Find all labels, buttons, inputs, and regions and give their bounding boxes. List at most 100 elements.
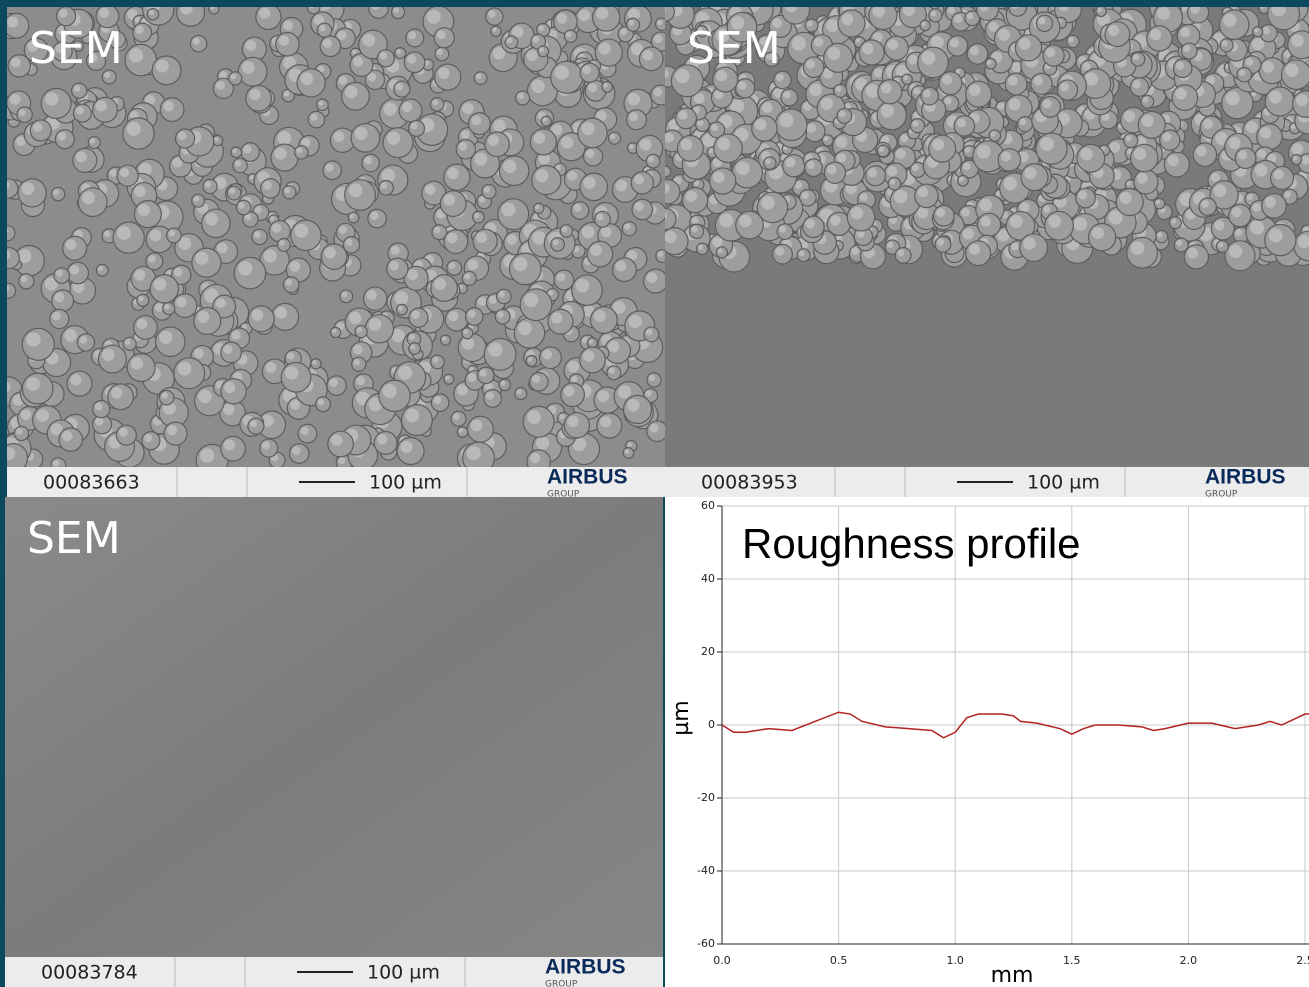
particle-highlight — [761, 196, 775, 210]
particle-highlight — [936, 208, 945, 217]
particle-highlight — [1010, 215, 1023, 228]
particle-highlight — [459, 428, 464, 433]
particle-highlight — [447, 233, 458, 244]
particle-highlight — [1024, 167, 1036, 179]
particle-highlight — [718, 248, 723, 253]
particle-highlight — [476, 232, 487, 243]
particle-highlight — [535, 205, 540, 210]
particle-highlight — [3, 447, 16, 460]
particle-highlight — [119, 428, 128, 437]
particle-highlight — [382, 169, 395, 182]
particle-highlight — [903, 4, 915, 16]
particle-highlight — [827, 165, 837, 175]
particle-highlight — [590, 244, 602, 256]
particle-highlight — [551, 312, 562, 323]
particle-highlight — [249, 175, 254, 180]
particle-highlight — [965, 147, 971, 153]
particle-highlight — [600, 416, 611, 427]
x-tick-label: 0.5 — [830, 954, 848, 967]
particle-highlight — [292, 446, 301, 455]
particle-highlight — [144, 434, 152, 442]
particle-highlight — [425, 184, 436, 195]
x-axis-label: mm — [991, 963, 1034, 987]
particle-highlight — [954, 15, 962, 23]
particle-highlight — [957, 118, 966, 127]
particle-highlight — [26, 332, 40, 346]
particle-highlight — [1232, 207, 1242, 217]
particle-highlight — [393, 7, 399, 13]
particle-highlight — [538, 25, 544, 31]
particle-highlight — [284, 187, 290, 193]
particle-highlight — [356, 376, 365, 385]
particle-highlight — [1239, 69, 1246, 76]
particle-highlight — [409, 334, 415, 340]
particle-highlight — [879, 147, 884, 152]
particle-highlight — [542, 350, 552, 360]
particle-highlight — [719, 213, 733, 227]
scale-text: 100 µm — [369, 472, 442, 494]
particle — [369, 0, 389, 18]
particle-highlight — [312, 360, 317, 365]
particle-highlight — [1001, 151, 1011, 161]
particle-highlight — [627, 93, 640, 106]
particle-highlight — [963, 228, 974, 239]
particle-highlight — [1134, 148, 1146, 160]
particle-highlight — [192, 37, 199, 44]
particle-highlight — [457, 384, 468, 395]
particle-highlight — [2, 285, 9, 292]
particle-highlight — [1255, 164, 1268, 177]
particle-highlight — [245, 40, 256, 51]
particle-highlight — [738, 81, 747, 90]
particle-highlight — [193, 196, 199, 202]
particle-highlight — [250, 420, 257, 427]
particle-highlight — [120, 168, 130, 178]
particle-highlight — [480, 369, 487, 376]
particle-highlight — [309, 3, 315, 9]
particle-highlight — [601, 227, 612, 238]
particle-highlight — [862, 43, 873, 54]
particle-highlight — [279, 240, 285, 246]
particle-highlight — [503, 160, 516, 173]
particle-highlight — [478, 297, 487, 306]
particle-highlight — [991, 131, 996, 136]
particle-highlight — [645, 390, 651, 396]
particle-highlight — [1269, 228, 1283, 242]
particle-highlight — [149, 230, 161, 242]
particle-highlight — [589, 339, 594, 344]
particle-highlight — [610, 134, 615, 139]
particle-highlight — [411, 311, 420, 320]
chart-title: Roughness profile — [742, 520, 1081, 567]
particle-highlight — [95, 403, 103, 411]
particle-highlight — [324, 247, 336, 259]
particle-highlight — [624, 223, 630, 229]
particle-highlight — [70, 374, 81, 385]
particle-highlight — [970, 46, 979, 55]
particle-highlight — [400, 441, 412, 453]
particle-highlight — [371, 1, 380, 10]
particle-highlight — [333, 131, 344, 142]
particle-highlight — [255, 206, 262, 213]
particle-highlight — [1108, 25, 1119, 36]
y-tick-label: 60 — [701, 499, 715, 512]
x-tick-label: 2.0 — [1180, 954, 1198, 967]
particle-highlight — [1235, 229, 1242, 236]
y-tick-label: -60 — [697, 937, 715, 950]
particle-highlight — [678, 110, 687, 119]
particle-highlight — [627, 399, 640, 412]
particle-highlight — [531, 79, 545, 93]
particle-highlight — [468, 373, 477, 382]
particle-highlight — [801, 192, 809, 200]
particle-highlight — [82, 191, 95, 204]
particle-highlight — [7, 16, 18, 27]
particle-highlight — [26, 377, 40, 391]
particle-highlight — [1250, 220, 1264, 234]
particle-highlight — [243, 145, 251, 153]
particle-highlight — [539, 47, 544, 52]
particle-highlight — [567, 416, 578, 427]
particle-highlight — [518, 321, 532, 335]
particle-highlight — [21, 276, 28, 283]
particle-highlight — [353, 359, 359, 365]
particle-highlight — [252, 309, 264, 321]
particle-highlight — [1252, 203, 1261, 212]
particle-highlight — [230, 73, 236, 79]
